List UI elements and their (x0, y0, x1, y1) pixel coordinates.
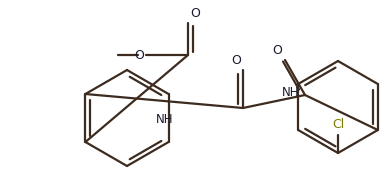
Text: Cl: Cl (332, 118, 344, 131)
Text: O: O (272, 44, 282, 57)
Text: O: O (134, 48, 144, 61)
Text: O: O (231, 54, 241, 67)
Text: NH: NH (156, 113, 173, 126)
Text: NH: NH (282, 85, 300, 98)
Text: O: O (190, 7, 200, 20)
